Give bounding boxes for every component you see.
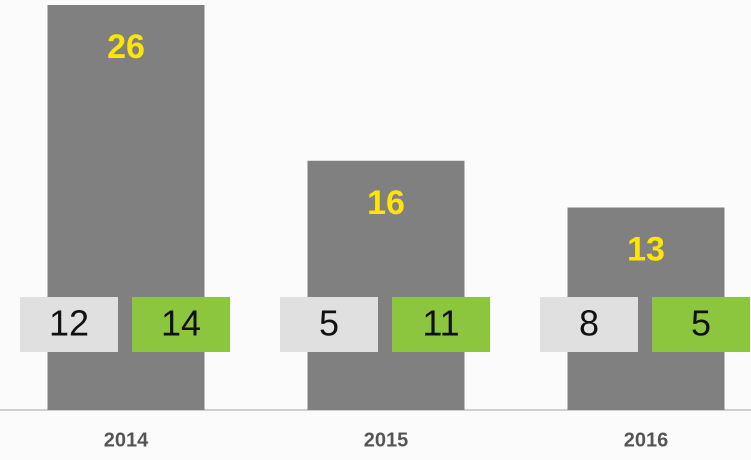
breakdown-box: [280, 297, 378, 352]
breakdown-label: 5: [691, 303, 711, 344]
breakdown-label: 14: [161, 303, 201, 344]
breakdown-label: 11: [422, 303, 459, 344]
breakdown-label: 12: [49, 303, 89, 344]
breakdown-box: [652, 297, 750, 352]
breakdown-label: 8: [579, 303, 599, 344]
breakdown-box: [20, 297, 118, 352]
breakdown-box: [132, 297, 230, 352]
breakdown-box: [540, 297, 638, 352]
bar: [307, 160, 465, 410]
x-tick-label: 2016: [624, 429, 669, 451]
total-label: 26: [107, 28, 145, 66]
x-tick-label: 2014: [104, 429, 149, 451]
breakdown-label: 5: [319, 303, 339, 344]
total-label: 16: [367, 184, 405, 222]
total-label: 13: [627, 230, 665, 268]
breakdown-box: [392, 297, 490, 352]
x-tick-label: 2015: [364, 429, 409, 451]
